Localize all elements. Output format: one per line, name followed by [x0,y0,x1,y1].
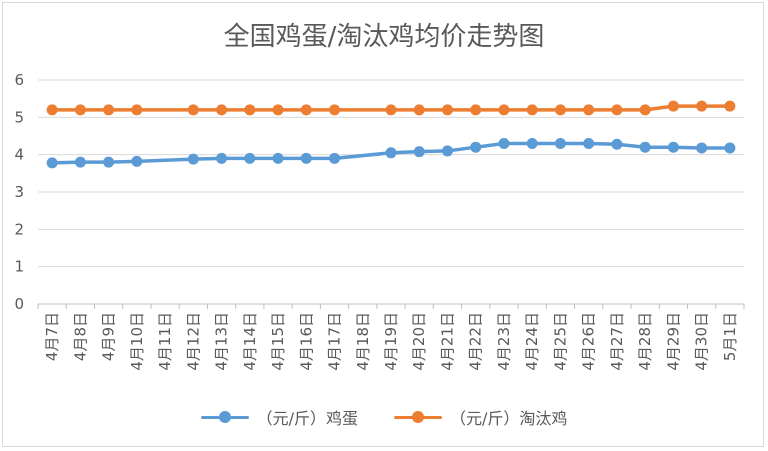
data-point [413,146,425,158]
legend-label-eggs: （元/斤）鸡蛋 [256,409,358,428]
data-point [74,104,86,116]
data-point [696,100,708,112]
data-point [385,147,397,159]
x-tick-label: 4月18日 [354,312,372,371]
x-tick-label: 4月29日 [664,312,682,371]
data-point [413,104,425,116]
y-tick-label: 1 [14,258,24,276]
data-point [470,141,482,153]
chart-legend: （元/斤）鸡蛋 （元/斤）淘汰鸡 [0,405,768,429]
x-tick-label: 4月13日 [213,312,231,371]
x-tick-label: 4月12日 [184,312,202,371]
x-tick-label: 4月27日 [608,312,626,371]
data-point [611,104,623,116]
data-point [329,104,341,116]
data-point [470,104,482,116]
x-tick-label: 4月10日 [128,312,146,371]
data-point [103,156,115,168]
y-tick-label: 6 [14,71,24,89]
data-point [46,157,58,169]
x-tick-label: 4月22日 [467,312,485,371]
data-point [583,137,595,149]
y-tick-label: 0 [14,295,24,313]
legend-swatch-culled-hens [394,410,442,424]
legend-item-culled-hens: （元/斤）淘汰鸡 [394,405,567,429]
data-point [244,152,256,164]
y-tick-label: 2 [14,220,24,238]
x-tick-label: 4月16日 [297,312,315,371]
x-tick-label: 4月9日 [100,312,118,361]
x-tick-label: 4月24日 [523,312,541,371]
data-point [131,155,143,167]
x-tick-label: 4月21日 [438,312,456,371]
data-point [329,152,341,164]
data-point [441,145,453,157]
data-point [272,152,284,164]
data-point [103,104,115,116]
data-point [187,153,199,165]
data-point [300,152,312,164]
x-tick-label: 4月30日 [693,312,711,371]
data-point [526,104,538,116]
data-point [498,104,510,116]
y-tick-label: 3 [14,183,24,201]
x-tick-label: 4月19日 [382,312,400,371]
x-tick-label: 4月17日 [326,312,344,371]
data-point [216,104,228,116]
legend-swatch-eggs [200,410,249,424]
data-point [187,104,199,116]
data-point [667,100,679,112]
data-point [667,141,679,153]
data-point [639,141,651,153]
data-point [46,104,58,116]
x-tick-label: 4月7日 [43,312,61,361]
x-tick-label: 4月14日 [241,312,259,371]
data-point [611,138,623,150]
data-point [554,137,566,149]
data-point [272,104,284,116]
y-tick-label: 4 [14,146,24,164]
x-tick-label: 5月1日 [721,312,739,361]
legend-label-culled-hens: （元/斤）淘汰鸡 [450,409,568,428]
data-point [385,104,397,116]
data-point [131,104,143,116]
data-point [300,104,312,116]
x-tick-label: 4月20日 [410,312,428,371]
x-tick-label: 4月26日 [580,312,598,371]
data-point [74,156,86,168]
data-point [441,104,453,116]
legend-item-eggs: （元/斤）鸡蛋 [200,405,358,429]
data-point [554,104,566,116]
data-point [216,152,228,164]
y-tick-label: 5 [14,108,24,126]
x-tick-label: 4月25日 [551,312,569,371]
data-point [526,137,538,149]
data-point [244,104,256,116]
x-tick-label: 4月15日 [269,312,287,371]
data-point [639,104,651,116]
x-tick-label: 4月23日 [495,312,513,371]
data-point [724,142,736,154]
data-point [498,137,510,149]
x-tick-label: 4月11日 [156,312,174,371]
chart-frame [2,2,764,447]
data-point [696,142,708,154]
data-point [583,104,595,116]
x-tick-label: 4月8日 [71,312,89,361]
data-point [724,100,736,112]
x-tick-label: 4月28日 [636,312,654,371]
chart-title: 全国鸡蛋/淘汰鸡均价走势图 [223,22,545,52]
